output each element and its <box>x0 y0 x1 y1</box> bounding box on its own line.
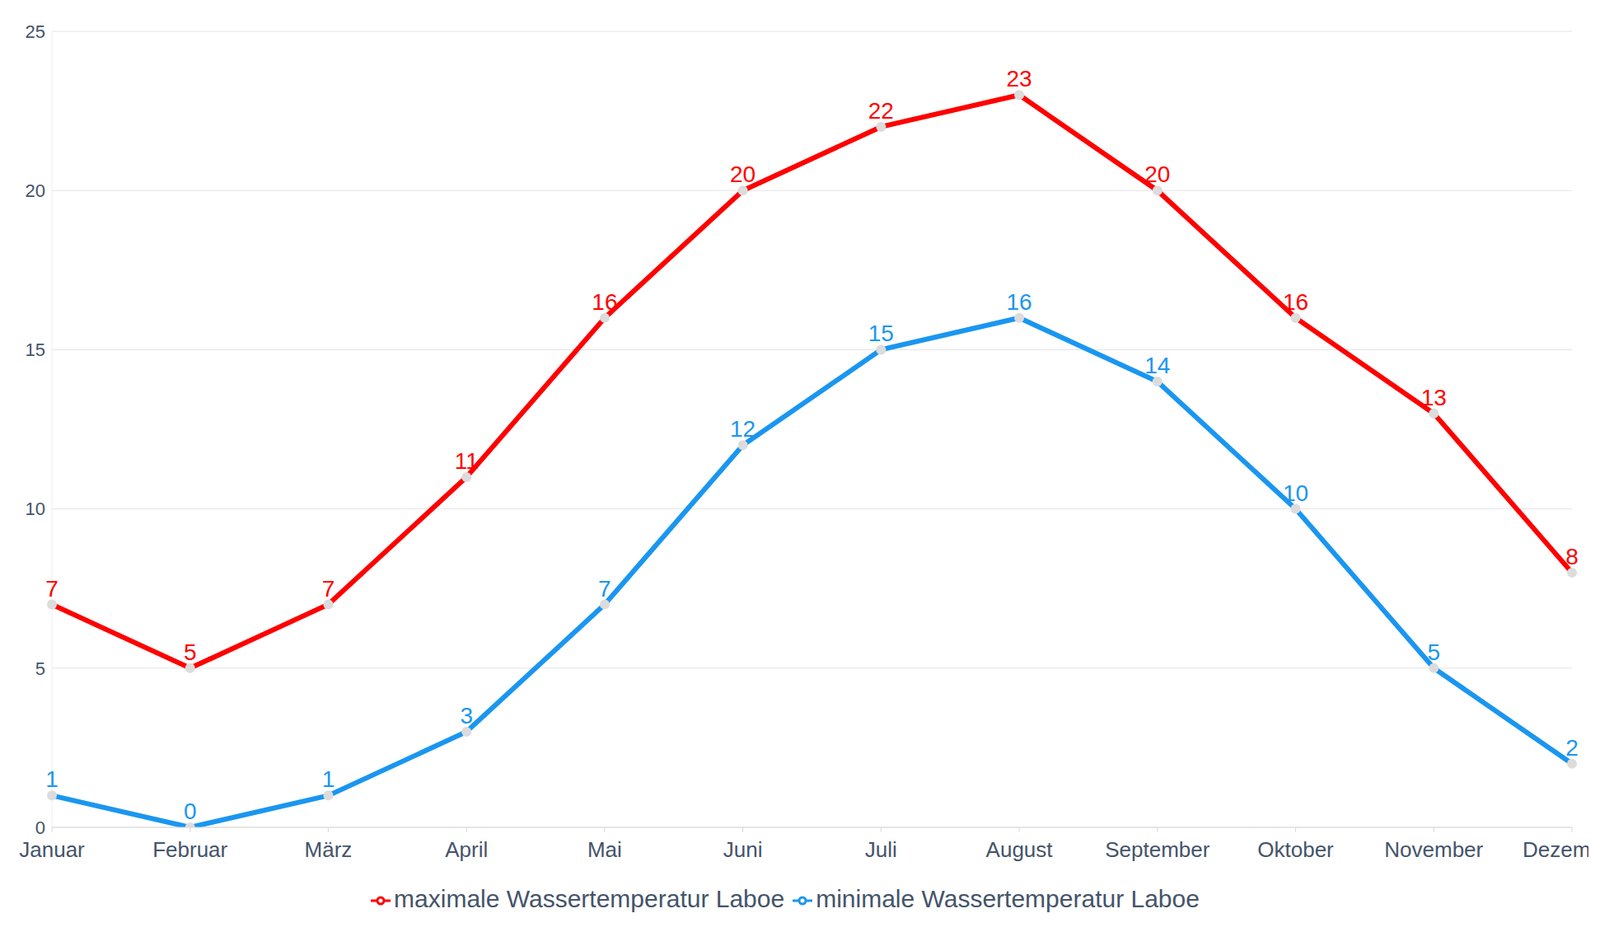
svg-text:1: 1 <box>45 766 59 792</box>
svg-text:13: 13 <box>1421 384 1447 411</box>
svg-text:Oktober: Oktober <box>1257 837 1334 862</box>
svg-text:1: 1 <box>322 766 336 792</box>
svg-text:0: 0 <box>35 817 46 838</box>
svg-text:10: 10 <box>25 498 46 520</box>
svg-text:3: 3 <box>459 702 473 729</box>
svg-text:11: 11 <box>454 448 479 474</box>
svg-text:Mai: Mai <box>587 837 623 862</box>
svg-text:Februar: Februar <box>152 837 228 862</box>
svg-text:Juni: Juni <box>723 837 763 862</box>
svg-text:7: 7 <box>598 575 612 602</box>
svg-text:12: 12 <box>729 416 756 442</box>
svg-text:7: 7 <box>45 575 59 602</box>
svg-text:März: März <box>304 837 353 862</box>
svg-text:7: 7 <box>322 575 336 602</box>
svg-text:25: 25 <box>25 21 46 43</box>
svg-text:8: 8 <box>1565 543 1579 570</box>
svg-text:0: 0 <box>183 798 197 824</box>
svg-text:20: 20 <box>25 180 46 202</box>
svg-text:16: 16 <box>1006 289 1033 315</box>
svg-text:April: April <box>444 837 488 862</box>
svg-text:August: August <box>986 837 1054 862</box>
svg-text:20: 20 <box>1144 161 1170 188</box>
html-text:maximale Wassertemperatur Labo: maximale Wassertemperatur Laboe <box>393 884 785 913</box>
svg-text:16: 16 <box>1282 289 1309 315</box>
svg-text:16: 16 <box>591 289 618 315</box>
svg-text:5: 5 <box>183 639 197 665</box>
svg-text:2: 2 <box>1565 734 1579 761</box>
svg-text:22: 22 <box>868 98 894 124</box>
svg-text:20: 20 <box>729 161 756 188</box>
svg-text:September: September <box>1104 837 1211 862</box>
svg-text:Dezember: Dezember <box>1522 837 1589 862</box>
svg-text:Januar: Januar <box>18 837 85 862</box>
svg-text:November: November <box>1384 837 1484 862</box>
svg-text:14: 14 <box>1144 352 1170 379</box>
svg-text:15: 15 <box>868 320 894 347</box>
svg-text:23: 23 <box>1006 65 1033 92</box>
svg-text:10: 10 <box>1282 480 1309 506</box>
svg-text:5: 5 <box>35 658 46 679</box>
html-text:minimale Wassertemperatur Labo: minimale Wassertemperatur Laboe <box>815 884 1200 913</box>
svg-text:15: 15 <box>25 339 46 361</box>
svg-text:Juli: Juli <box>865 837 898 862</box>
svg-text:5: 5 <box>1426 639 1441 665</box>
